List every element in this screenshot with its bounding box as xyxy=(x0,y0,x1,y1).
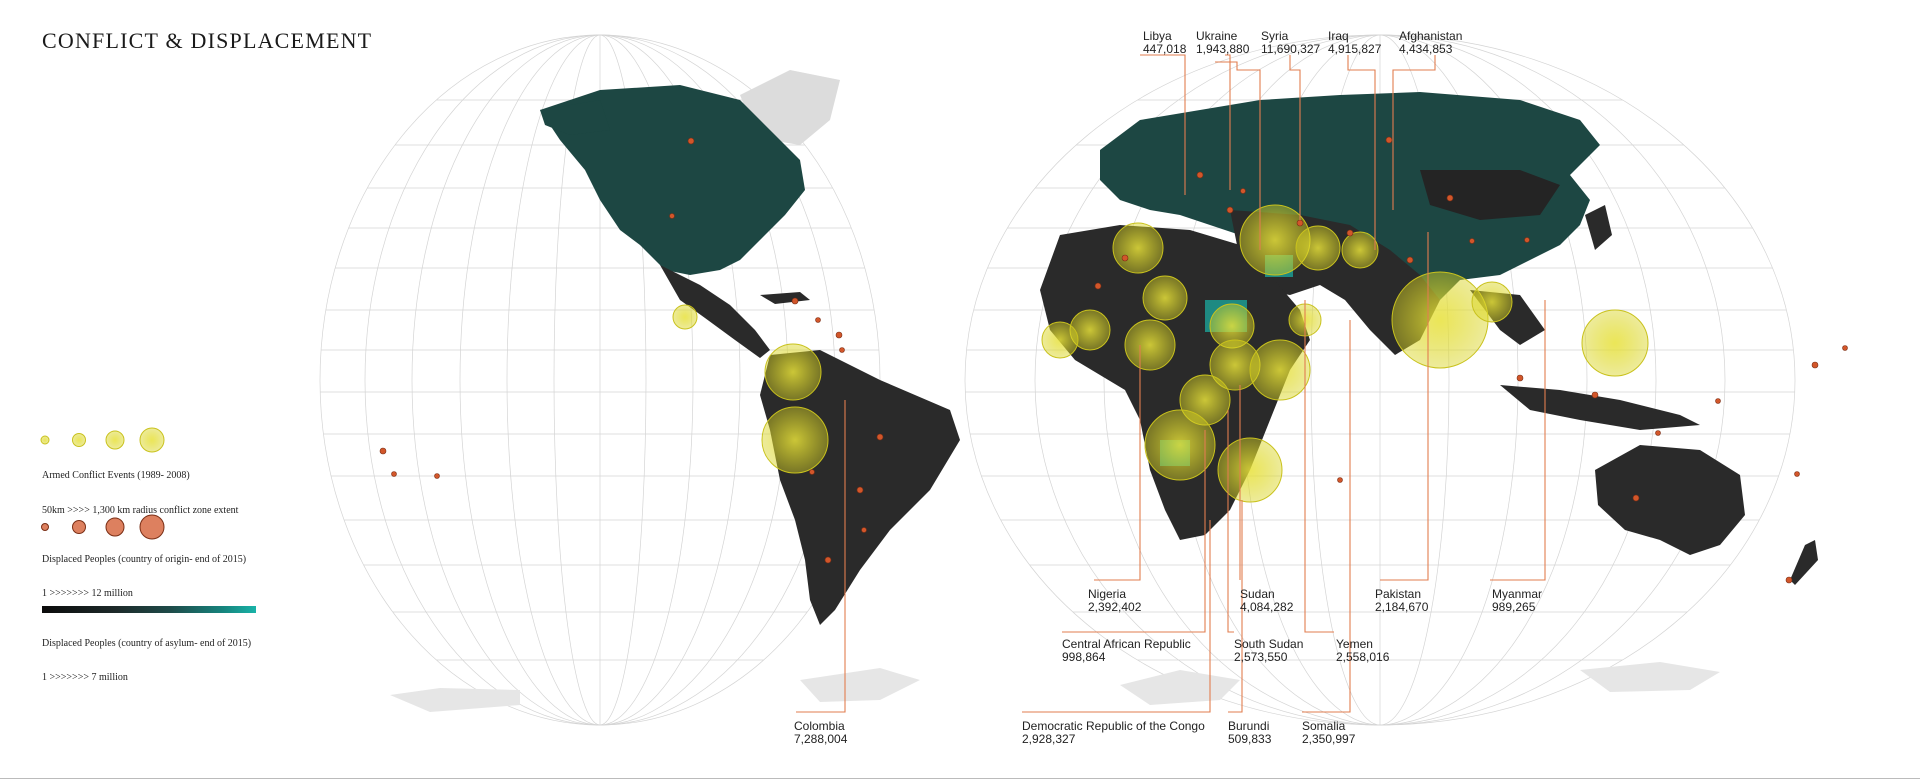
country-label-pakistan: Pakistan 2,184,670 xyxy=(1375,587,1429,614)
legend-conflict-title: Armed Conflict Events (1989- 2008) xyxy=(42,470,190,481)
country-label-nigeria: Nigeria 2,392,402 xyxy=(1088,587,1142,614)
country-label-myanmar: Myanmar 989,265 xyxy=(1492,587,1543,614)
australia xyxy=(1595,445,1745,555)
japan xyxy=(1585,205,1612,250)
country-label-afghanistan: Afghanistan 4,434,853 xyxy=(1399,29,1463,56)
legend-origin-title: Displaced Peoples (country of origin- en… xyxy=(42,554,247,565)
country-label-central-african-republic: Central African Republic 998,864 xyxy=(1062,637,1191,664)
page-title: CONFLICT & DISPLACEMENT xyxy=(42,28,373,53)
conflict-event-dots xyxy=(379,136,1848,584)
central-america xyxy=(660,265,770,358)
country-label-somalia: Somalia 2,350,997 xyxy=(1302,719,1356,746)
legend-conflict-circles xyxy=(40,427,165,453)
country-label-burundi: Burundi 509,833 xyxy=(1228,719,1272,746)
legend-asylum-range: 1 >>>>>>> 7 million xyxy=(42,672,128,683)
country-label-colombia: Colombia 7,288,004 xyxy=(794,719,848,746)
new-zealand xyxy=(1790,540,1818,585)
antarctica-west xyxy=(390,688,520,712)
legend-origin-circles xyxy=(41,514,165,540)
legend-color-ramp xyxy=(42,606,256,613)
country-label-iraq: Iraq 4,915,827 xyxy=(1328,29,1382,56)
country-label-sudan: Sudan 4,084,282 xyxy=(1240,587,1294,614)
antarctica-east xyxy=(1120,670,1240,705)
antarctica-sa xyxy=(800,668,920,702)
bottom-rule xyxy=(0,778,1920,779)
caribbean xyxy=(760,292,810,304)
country-label-syria: Syria 11,690,327 xyxy=(1261,29,1321,56)
country-label-ukraine: Ukraine 1,943,880 xyxy=(1196,29,1250,56)
country-label-yemen: Yemen 2,558,016 xyxy=(1336,637,1390,664)
alaska xyxy=(540,100,610,135)
country-label-south-sudan: South Sudan 2,573,550 xyxy=(1234,637,1304,664)
legend-conflict-range: 50km >>>> 1,300 km radius conflict zone … xyxy=(42,505,239,516)
country-label-drc: Democratic Republic of the Congo 2,928,32… xyxy=(1022,719,1205,746)
russia-east xyxy=(1420,170,1560,220)
legend-origin-range: 1 >>>>>>> 12 million xyxy=(42,588,133,599)
legend-asylum-title: Displaced Peoples (country of asylum- en… xyxy=(42,638,252,649)
north-america xyxy=(540,85,805,275)
leader-lines xyxy=(796,54,1546,713)
eurasia xyxy=(1100,92,1600,310)
antarctica-far-east xyxy=(1580,662,1720,692)
indonesia xyxy=(1500,385,1700,430)
country-label-libya: Libya 447,018 xyxy=(1143,29,1187,56)
